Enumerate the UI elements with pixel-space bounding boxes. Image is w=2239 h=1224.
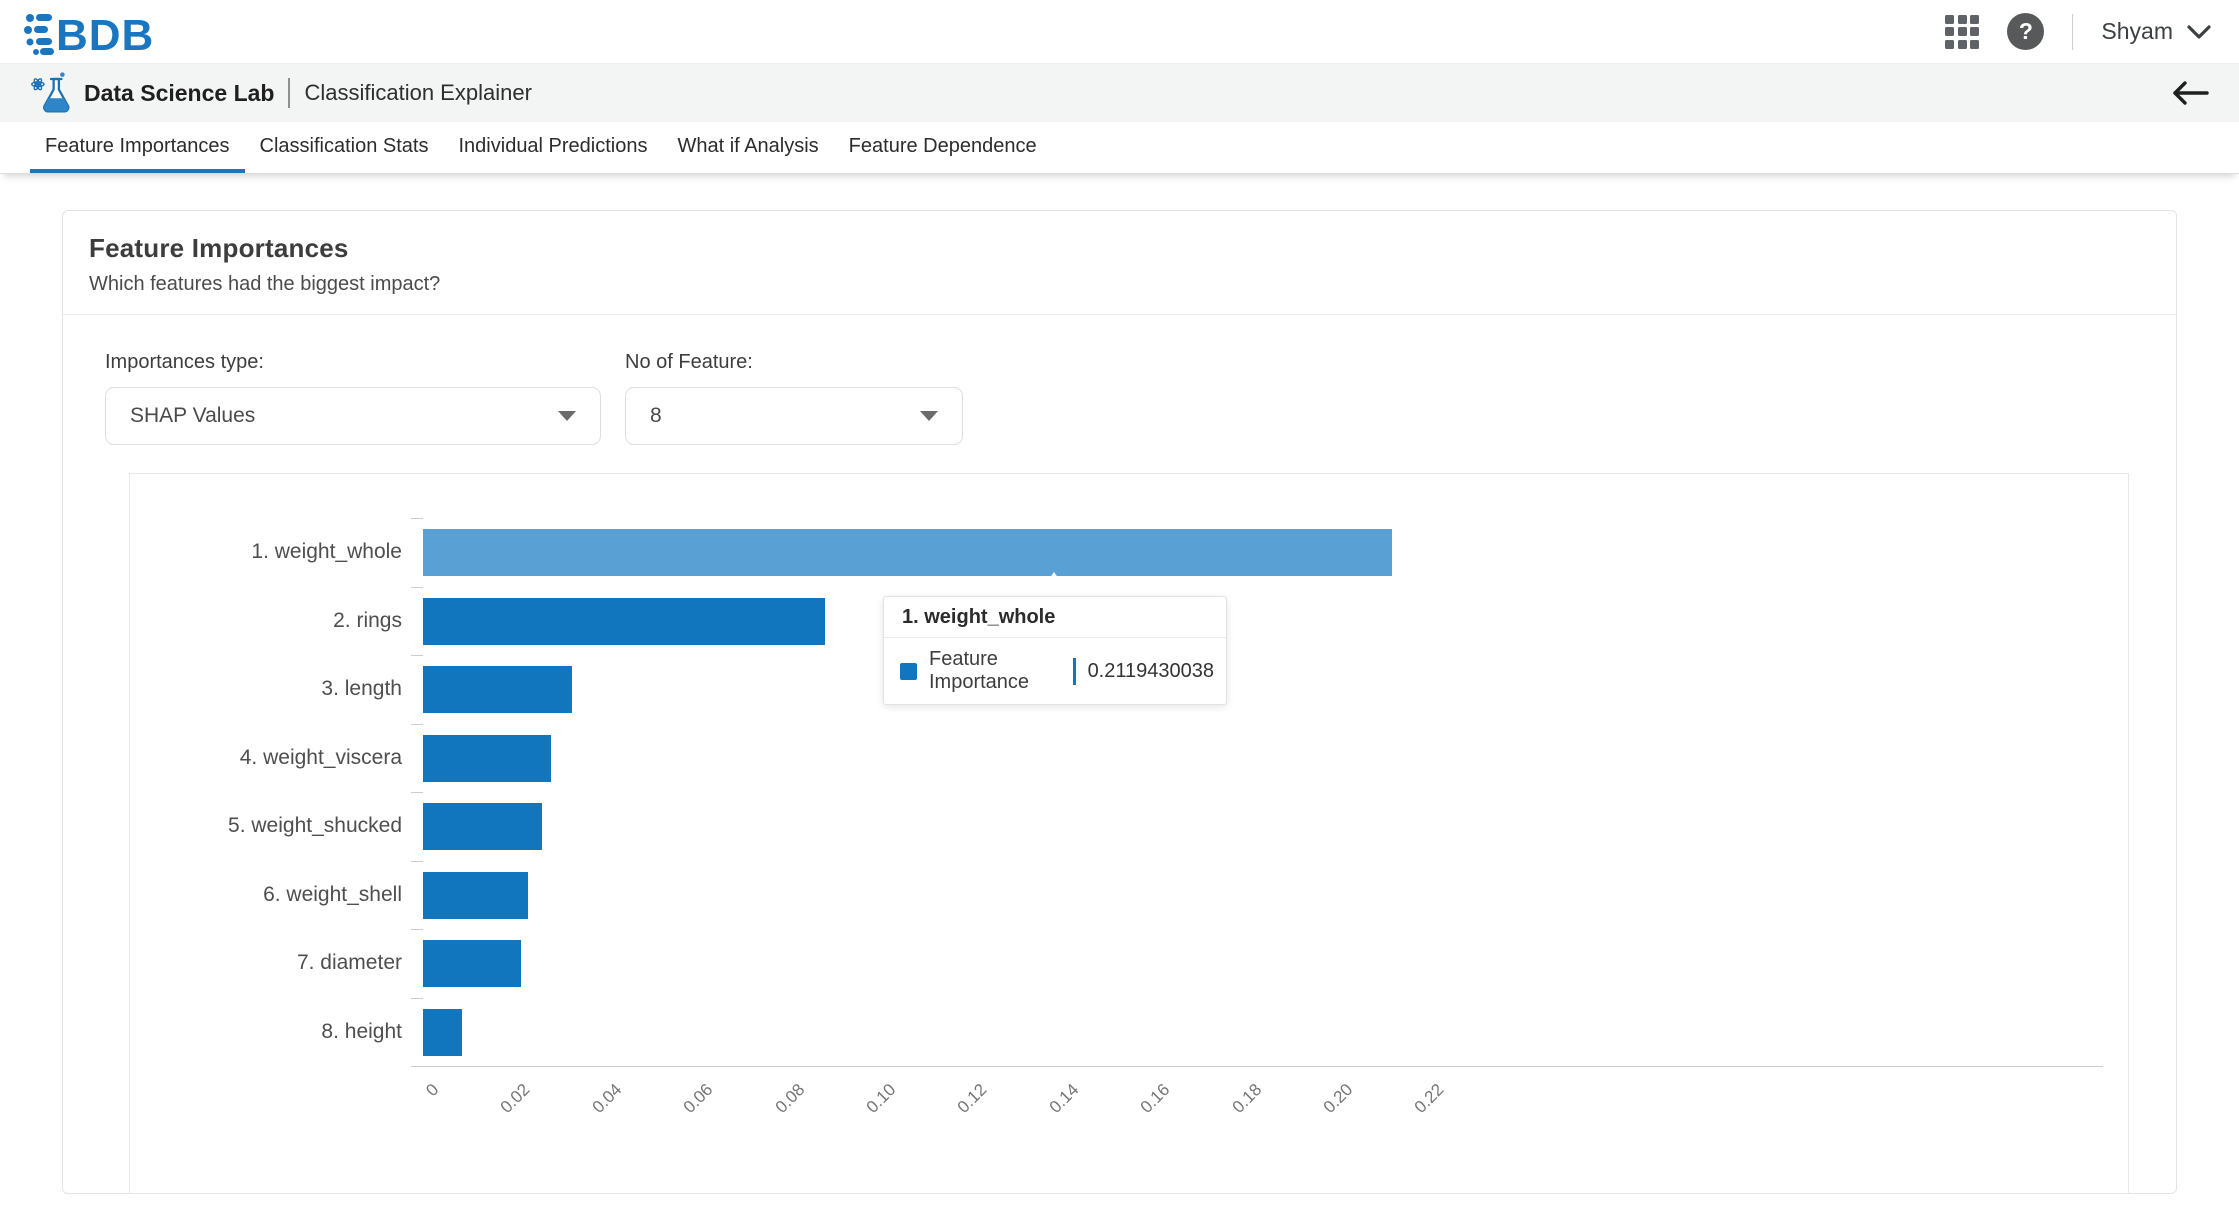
tab-classification-stats[interactable]: Classification Stats — [259, 135, 429, 157]
x-axis-tick-label: 0.22 — [1410, 1080, 1448, 1117]
tooltip-title: 1. weight_whole — [884, 597, 1226, 638]
flask-icon — [31, 72, 70, 113]
y-axis-label: 2. rings — [333, 608, 402, 632]
x-axis-tick-label: 0 — [422, 1080, 443, 1101]
back-arrow-icon — [2173, 81, 2209, 105]
card-header: Feature Importances Which features had t… — [63, 211, 2176, 315]
no-of-feature-label: No of Feature: — [625, 351, 753, 373]
y-axis-tick — [411, 1066, 423, 1067]
tooltip-series-label: Feature Importance — [929, 648, 1030, 693]
importances-type-select[interactable]: SHAP Values — [105, 387, 601, 445]
importances-type-label: Importances type: — [105, 351, 264, 373]
y-axis-tick — [411, 586, 423, 588]
tooltip-row: Feature Importance 0.2119430038 — [884, 638, 1226, 704]
bar-weight_viscera[interactable] — [423, 734, 551, 782]
y-axis-tick — [411, 792, 423, 793]
y-axis-label: 3. length — [321, 677, 402, 700]
x-axis-tick-label: 0.08 — [771, 1080, 809, 1117]
topbar-divider — [2072, 13, 2074, 50]
bdb-logo-icon: BDB — [24, 11, 154, 56]
bar-rings[interactable] — [423, 597, 826, 645]
bdb-logo[interactable]: BDB — [22, 8, 172, 56]
feature-importances-card: Feature Importances Which features had t… — [62, 210, 2177, 1194]
chart-controls: Importances type: SHAP Values No of Feat… — [63, 315, 2176, 445]
chevron-down-icon — [2187, 24, 2211, 39]
y-axis-tick — [411, 723, 423, 725]
y-axis-label: 5. weight_shucked — [228, 814, 402, 837]
no-of-feature-select[interactable]: 8 — [625, 387, 963, 445]
x-axis-tick-label: 0.18 — [1228, 1080, 1266, 1117]
no-of-feature-value: 8 — [650, 404, 662, 427]
tab-feature-dependence[interactable]: Feature Dependence — [848, 135, 1037, 157]
bar-weight_shucked[interactable] — [423, 803, 542, 850]
apps-grid-icon[interactable] — [1945, 14, 1980, 49]
bar-height[interactable] — [423, 1008, 462, 1056]
feature-importance-chart: 1. weight_whole Feature Importance 0.211… — [129, 473, 2129, 1194]
bar-weight_whole[interactable] — [423, 529, 1392, 576]
subheader-divider — [288, 78, 291, 108]
x-axis-tick-label: 0.04 — [588, 1080, 626, 1117]
page-title: Classification Explainer — [304, 80, 532, 105]
x-axis-tick-label: 0.20 — [1319, 1080, 1357, 1117]
chart-tooltip: 1. weight_whole Feature Importance 0.211… — [883, 596, 1227, 705]
y-axis-tick — [411, 518, 423, 519]
x-axis-tick-label: 0.14 — [1045, 1080, 1083, 1117]
y-axis-label: 8. height — [321, 1019, 402, 1043]
y-axis-label: 4. weight_viscera — [239, 745, 402, 769]
y-axis-label: 6. weight_shell — [263, 882, 402, 906]
x-axis-tick-label: 0.10 — [862, 1080, 900, 1117]
y-axis-tick — [411, 997, 423, 999]
y-axis-tick — [411, 655, 423, 656]
tabbar: Feature Importances Classification Stats I… — [0, 122, 2239, 174]
card-title: Feature Importances — [89, 233, 349, 263]
tab-individual-predictions[interactable]: Individual Predictions — [458, 135, 648, 157]
card-subtitle: Which features had the biggest impact? — [89, 273, 441, 295]
series-swatch-icon — [900, 662, 917, 680]
app-name: Data Science Lab — [84, 79, 275, 106]
x-axis-tick-label: 0.12 — [953, 1080, 991, 1117]
bar-weight_shell[interactable] — [423, 871, 529, 919]
bar-length[interactable] — [423, 666, 572, 713]
subheader: Data Science Lab Classification Explaine… — [0, 64, 2239, 122]
y-axis-label: 7. diameter — [296, 951, 402, 974]
x-axis-tick-label: 0.16 — [1136, 1080, 1174, 1117]
user-menu[interactable]: Shyam — [2101, 18, 2211, 45]
dropdown-caret-icon — [558, 411, 576, 421]
svg-text:BDB: BDB — [56, 11, 154, 56]
importances-type-control: Importances type: SHAP Values — [105, 351, 601, 445]
no-of-feature-control: No of Feature: 8 — [625, 351, 963, 445]
y-axis-label: 1. weight_whole — [251, 540, 402, 563]
tooltip-caret — [1042, 572, 1066, 589]
tab-feature-importances[interactable]: Feature Importances — [30, 122, 245, 173]
tab-what-if-analysis[interactable]: What if Analysis — [677, 135, 819, 157]
y-axis-tick — [411, 929, 423, 930]
y-axis-tick — [411, 860, 423, 862]
back-button[interactable] — [2171, 80, 2209, 106]
help-icon[interactable]: ? — [2007, 13, 2045, 50]
importances-type-value: SHAP Values — [130, 404, 256, 427]
user-name: Shyam — [2101, 18, 2173, 44]
x-axis-tick-label: 0.06 — [679, 1080, 717, 1117]
tooltip-value: 0.2119430038 — [1087, 659, 1214, 682]
dropdown-caret-icon — [920, 411, 938, 421]
main-content: Feature Importances Which features had t… — [0, 174, 2239, 1194]
bar-diameter[interactable] — [423, 940, 522, 987]
tooltip-divider — [1072, 657, 1076, 685]
topbar: BDB ? Shyam — [0, 0, 2239, 64]
x-axis-tick-label: 0.02 — [496, 1080, 534, 1117]
x-axis-line — [423, 1066, 2103, 1067]
